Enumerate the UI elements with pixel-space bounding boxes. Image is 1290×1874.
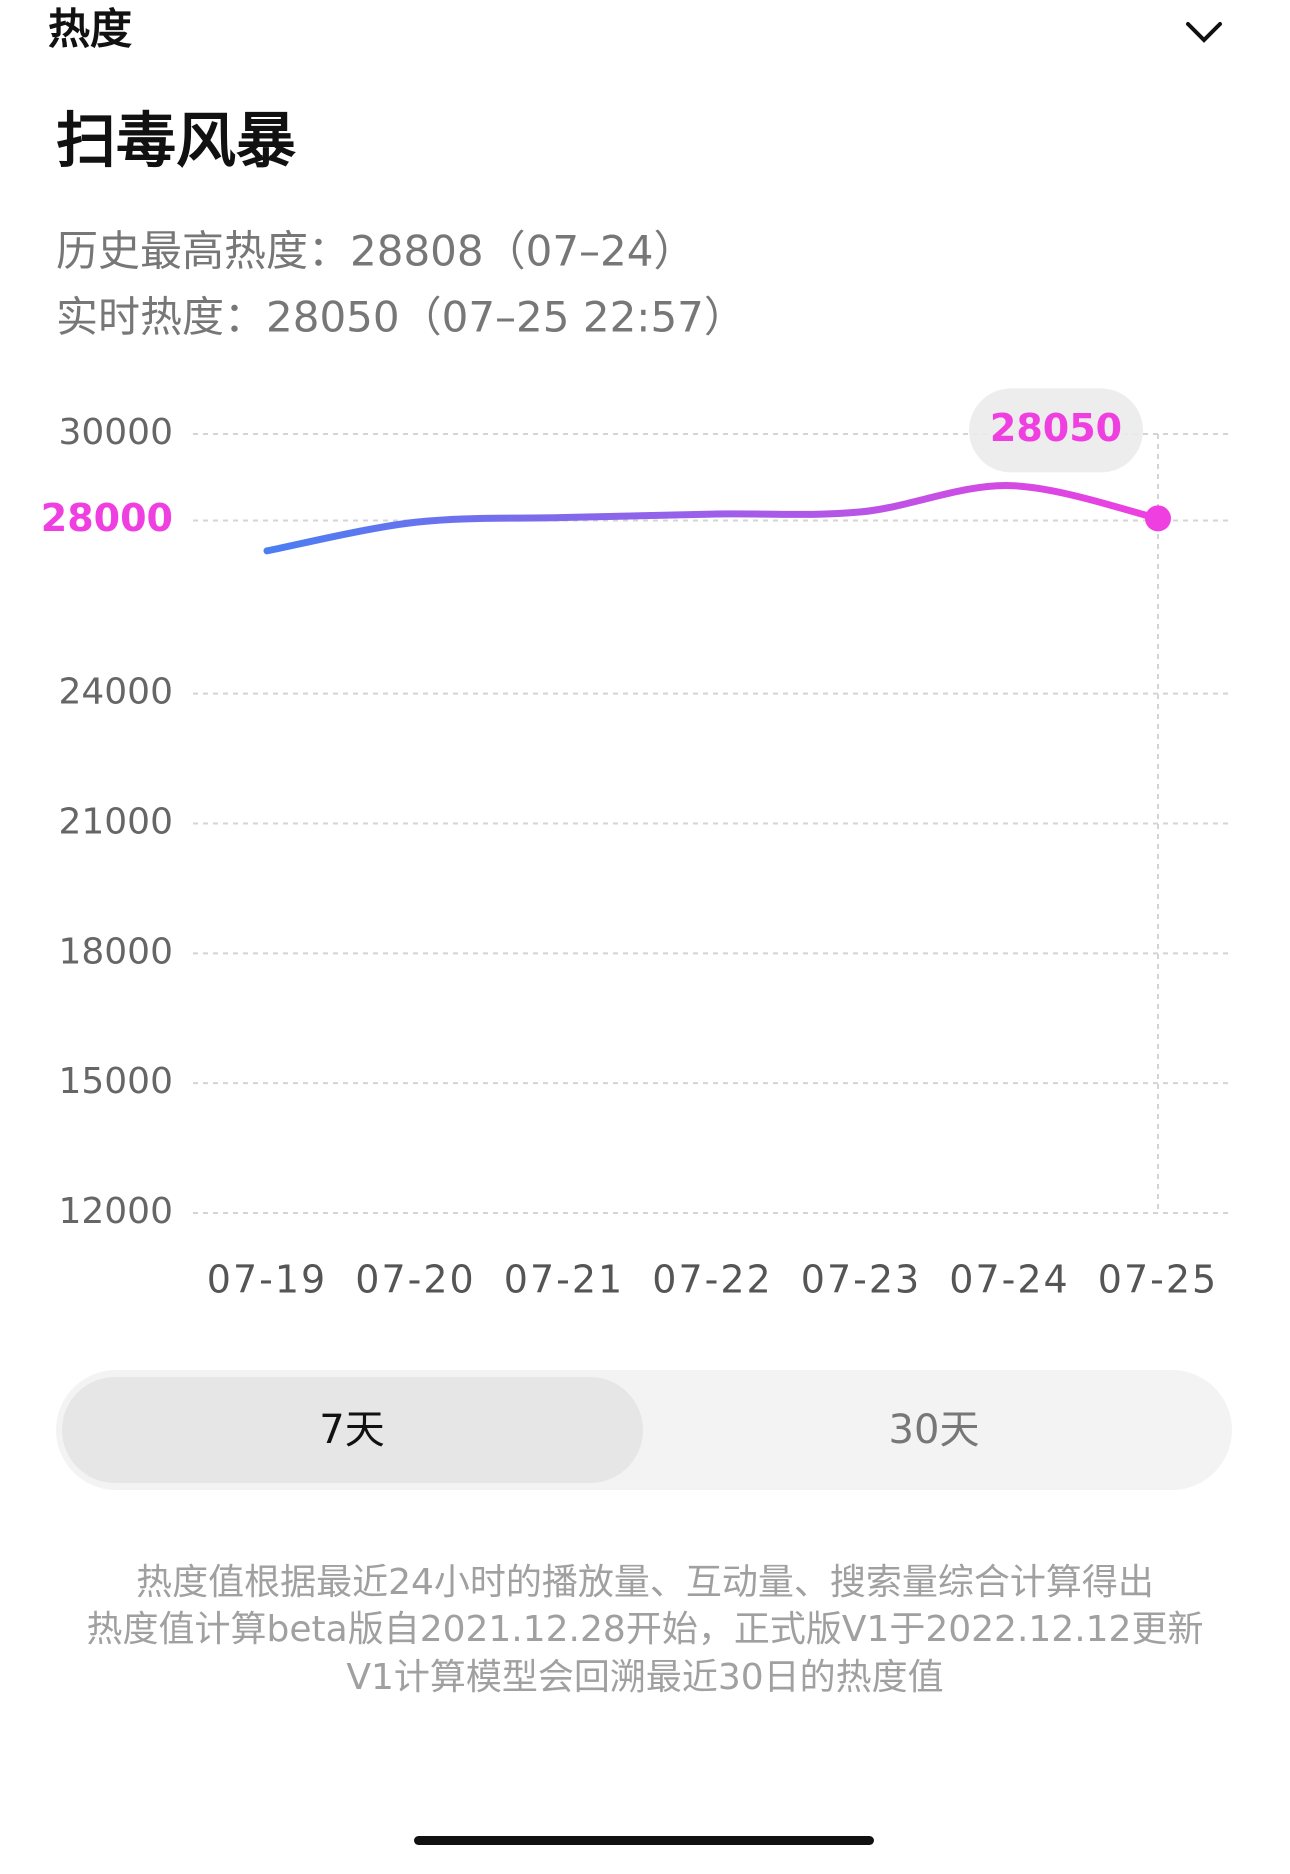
x-tick-label: 07-25	[1098, 1258, 1218, 1302]
y-tick-label: 28000	[41, 496, 173, 540]
toggle-selected[interactable]	[62, 1377, 643, 1483]
y-tick-label: 18000	[58, 931, 173, 972]
y-tick-label: 30000	[58, 412, 173, 453]
footnote: V1计算模型会回溯最近30日的热度值	[346, 1657, 943, 1698]
x-tick-label: 07-19	[207, 1258, 327, 1302]
x-tick-label: 07-21	[504, 1258, 624, 1302]
value-bubble	[969, 388, 1143, 473]
heat-line	[263, 482, 1162, 555]
x-tick-label: 07-22	[652, 1258, 772, 1302]
chart: 12000 15000 18000 21000 24000 28000 30000 07-19…	[41, 388, 1230, 1302]
show-title: 扫毒风暴	[56, 107, 296, 177]
toggle-7d[interactable]: 7天	[319, 1407, 384, 1453]
collapse-chevron[interactable]	[1186, 22, 1222, 43]
home-indicator	[414, 1836, 874, 1845]
current-point	[1145, 505, 1171, 532]
x-tick-label: 07-23	[801, 1258, 921, 1302]
footnote: 热度值计算beta版自2021.12.28开始，正式版V1于2022.12.12…	[87, 1609, 1204, 1650]
y-tick-label: 21000	[58, 802, 173, 843]
current-value-label: 28050	[990, 406, 1122, 450]
x-tick-label: 07-24	[949, 1258, 1069, 1302]
toggle-30d[interactable]: 30天	[889, 1407, 980, 1453]
header-title: 热度	[48, 5, 132, 54]
y-tick-label: 15000	[58, 1061, 173, 1102]
y-tick-label: 12000	[58, 1191, 173, 1232]
x-tick-label: 07-20	[355, 1258, 475, 1302]
history-peak: 历史最高热度：28808（07–24）	[56, 227, 696, 276]
realtime-heat: 实时热度：28050（07–25 22:57）	[56, 293, 746, 342]
footnote: 热度值根据最近24小时的播放量、互动量、搜索量综合计算得出	[136, 1562, 1154, 1603]
y-tick-label: 24000	[58, 672, 173, 713]
